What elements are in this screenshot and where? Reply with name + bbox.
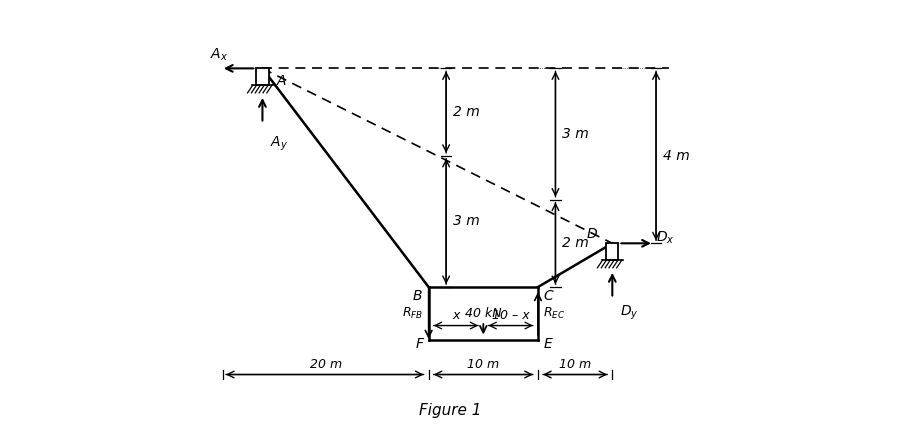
Text: 2 m: 2 m [452, 105, 479, 119]
Text: A: A [277, 74, 286, 88]
Text: B: B [413, 289, 422, 303]
Text: C: C [543, 289, 553, 303]
Text: x: x [452, 310, 460, 323]
Text: Figure 1: Figure 1 [419, 403, 482, 418]
Text: 3 m: 3 m [452, 215, 479, 229]
Bar [606, 243, 618, 260]
Text: E: E [543, 338, 552, 351]
Text: 10 m: 10 m [468, 358, 499, 371]
Text: 4 m: 4 m [662, 149, 689, 163]
Text: $A_x$: $A_x$ [210, 47, 228, 63]
Text: 20 m: 20 m [310, 358, 341, 371]
Text: $R_{EC}$: $R_{EC}$ [543, 306, 566, 321]
Bar [256, 68, 268, 85]
Text: D: D [587, 227, 597, 241]
Text: 40 kN: 40 kN [465, 307, 502, 320]
Text: $A_y$: $A_y$ [270, 134, 288, 153]
Text: $D_x$: $D_x$ [656, 230, 675, 246]
Text: 3 m: 3 m [562, 127, 588, 141]
Text: $R_{FB}$: $R_{FB}$ [402, 306, 423, 321]
Text: 2 m: 2 m [562, 236, 588, 250]
Text: 10 – x: 10 – x [492, 310, 530, 323]
Text: F: F [415, 338, 423, 351]
Text: 10 m: 10 m [560, 358, 591, 371]
Text: $D_y$: $D_y$ [620, 304, 639, 322]
